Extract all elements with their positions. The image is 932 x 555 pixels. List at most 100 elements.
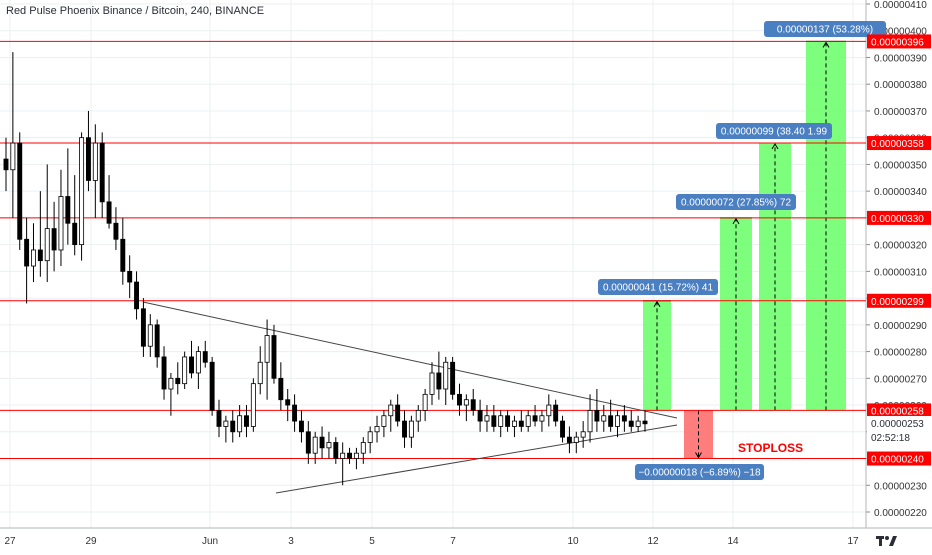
candle-body <box>340 452 346 459</box>
y-tick-label: 0.00000340 <box>874 187 927 198</box>
candle-body <box>484 415 490 422</box>
y-tick-label: 0.00000230 <box>874 481 927 492</box>
triangle-upper-line <box>142 301 678 419</box>
candle-body <box>312 436 318 454</box>
candle-body <box>31 249 36 267</box>
candle-body <box>202 351 208 363</box>
stop-tag-label: −0.00000018 (−6.89%) −18 <box>638 468 760 479</box>
y-tick-label: 0.00000270 <box>874 374 927 385</box>
x-tick-label: 5 <box>369 536 375 547</box>
y-tick-label: 0.00000350 <box>874 160 927 171</box>
price-level-tag-bg <box>867 34 931 49</box>
x-tick-label: 3 <box>288 536 294 547</box>
price-level-tag-label: 0.00000258 <box>871 406 924 417</box>
candle-body <box>457 393 462 406</box>
candle-body <box>491 415 497 427</box>
candle-body <box>402 420 407 438</box>
stop-arrow-head <box>695 452 702 459</box>
candle-body <box>264 335 270 363</box>
x-tick-label: Jun <box>202 536 218 547</box>
candle-body <box>209 361 215 411</box>
candle-body <box>182 356 188 385</box>
candle-body <box>223 420 229 427</box>
x-tick-label: 17 <box>847 536 859 547</box>
candle-body <box>566 436 572 443</box>
target-arrow-head <box>771 143 779 150</box>
candle-body <box>113 222 119 240</box>
candle-body <box>230 420 236 433</box>
candle-body <box>326 442 332 449</box>
candle-body <box>37 249 43 262</box>
candle-body <box>408 420 414 438</box>
y-tick-label: 0.00000400 <box>874 27 927 38</box>
target-tag-bg <box>676 194 796 210</box>
y-tick-label: 0.00000410 <box>874 0 927 11</box>
candle-body <box>147 324 153 347</box>
candle-body <box>642 420 648 425</box>
candle-body <box>85 137 91 181</box>
target-tag-label: 0.00000072 (27.85%) 72 <box>681 198 792 209</box>
candle-body <box>415 409 421 422</box>
candle-body <box>285 399 291 406</box>
candle-body <box>353 452 359 459</box>
price-level-tag-label: 0.00000358 <box>871 139 924 150</box>
candle-body <box>65 196 71 224</box>
candle-body <box>120 238 126 272</box>
candle-body <box>92 142 98 181</box>
candle-body <box>24 238 30 267</box>
price-level-tag-bg <box>867 451 931 466</box>
candle-body <box>319 436 325 449</box>
candle-body <box>250 383 256 427</box>
current-price-tag-bg <box>867 416 931 444</box>
candle-body <box>333 442 339 459</box>
current-price-label: 0.00000253 <box>871 419 924 430</box>
y-tick-label: 0.00000290 <box>874 321 927 332</box>
price-level-tag-label: 0.00000299 <box>871 297 924 308</box>
tradingview-logo-icon <box>876 536 897 546</box>
candle-body <box>511 420 517 427</box>
y-tick-label: 0.00000320 <box>874 241 927 252</box>
countdown-label: 02:52:18 <box>871 433 910 444</box>
y-tick-label: 0.00000280 <box>874 348 927 359</box>
y-tick-label: 0.00000220 <box>874 508 927 519</box>
candle-body <box>477 409 483 422</box>
candle-body <box>388 404 394 417</box>
y-tick-label: 0.00000370 <box>874 107 927 118</box>
x-tick-label: 10 <box>567 536 579 547</box>
target-tag-bg <box>716 123 832 139</box>
candle-body <box>127 270 133 283</box>
candle-body <box>360 442 366 454</box>
candle-body <box>305 431 311 454</box>
target-arrow-head <box>822 41 830 48</box>
candle-body <box>106 201 112 224</box>
price-level-tag-label: 0.00000330 <box>871 214 924 225</box>
candle-body <box>525 415 531 427</box>
stoploss-annotation: STOPLOSS <box>738 441 803 455</box>
candle-body <box>621 415 627 422</box>
x-tick-label: 12 <box>647 536 659 547</box>
candle-body <box>58 196 64 251</box>
candle-body <box>463 399 469 406</box>
candle-body <box>518 420 524 427</box>
candle-body <box>580 431 586 438</box>
candle-body <box>553 404 559 422</box>
candle-body <box>195 351 201 374</box>
candle-body <box>395 404 401 422</box>
candle-body <box>470 399 476 411</box>
candle-body <box>635 420 641 427</box>
target-arrow-head <box>732 217 740 225</box>
x-tick-label: 7 <box>450 536 456 547</box>
x-tick-label: 29 <box>85 536 97 547</box>
target-arrow-head <box>653 300 661 308</box>
price-level-tag-label: 0.00000396 <box>871 37 924 48</box>
candle-body <box>594 409 600 422</box>
target-tag-bg <box>764 21 886 37</box>
candle-body <box>601 415 607 422</box>
candle-body <box>79 137 85 246</box>
candle-body <box>292 404 298 422</box>
x-tick-label: 27 <box>4 536 16 547</box>
candle-body <box>154 324 160 358</box>
candle-body <box>271 335 277 379</box>
